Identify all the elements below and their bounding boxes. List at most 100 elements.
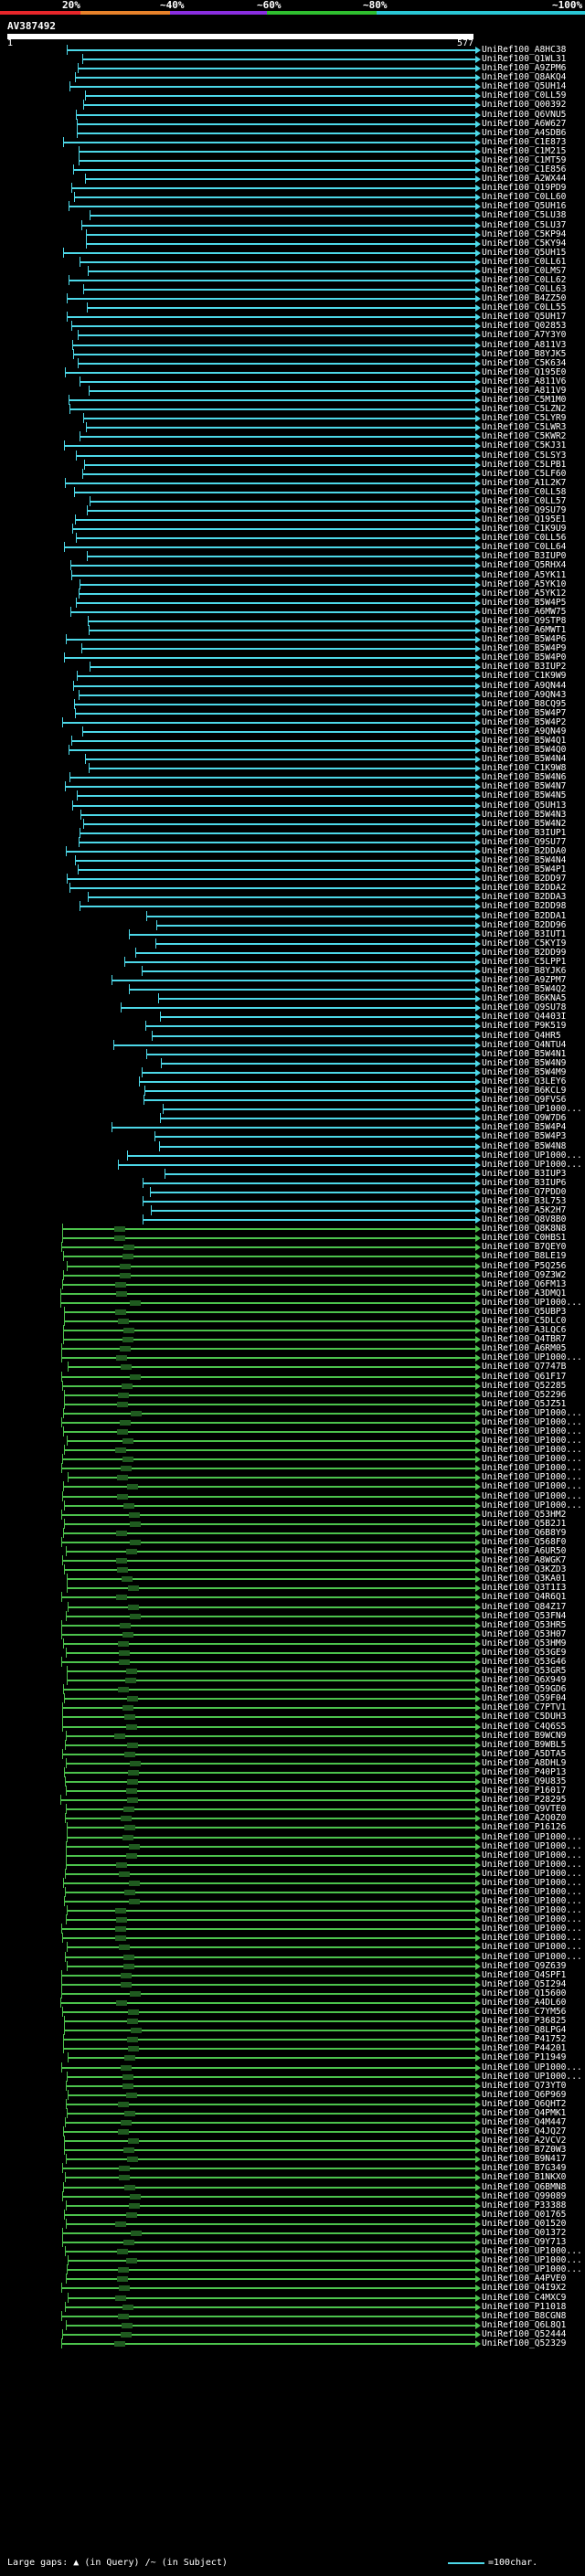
hit-label[interactable]: UniRef100_B5W4Q0 [482, 745, 567, 756]
hit-label[interactable]: UniRef100_P40P13 [482, 1766, 567, 1777]
hit-label[interactable]: UniRef100_A811V9 [482, 385, 567, 396]
hit-label[interactable]: UniRef100_Q53FN4 [482, 1610, 567, 1621]
hit-label[interactable]: UniRef100_UP1000... [482, 1352, 582, 1363]
hit-label[interactable]: UniRef100_UP1000... [482, 1933, 582, 1944]
hit-label[interactable]: UniRef100_C5K634 [482, 357, 567, 368]
hit-label[interactable]: UniRef100_UP1000... [482, 1416, 582, 1427]
hit-label[interactable]: UniRef100_B5W4P4 [482, 1122, 567, 1133]
hit-label[interactable]: UniRef100_A4PVE0 [482, 2274, 567, 2284]
hit-label[interactable]: UniRef100_Q15600 [482, 1988, 567, 1998]
hit-label[interactable]: UniRef100_P44201 [482, 2043, 567, 2054]
hit-label[interactable]: UniRef100_Q8AKQ4 [482, 72, 567, 83]
hit-label[interactable]: UniRef100_Q52444 [482, 2328, 567, 2339]
hit-label[interactable]: UniRef100_B3IUP0 [482, 551, 567, 562]
hit-label[interactable]: UniRef100_Q5RHX4 [482, 560, 567, 571]
hit-label[interactable]: UniRef100_Q9W7D6 [482, 1113, 567, 1124]
hit-label[interactable]: UniRef100_Q5UH17 [482, 312, 567, 323]
hit-label[interactable]: UniRef100_UP1000... [482, 1951, 582, 1962]
hit-label[interactable]: UniRef100_C5LWR3 [482, 422, 567, 433]
hit-label[interactable]: UniRef100_P16126 [482, 1822, 567, 1833]
hit-label[interactable]: UniRef100_UP1000... [482, 1942, 582, 1953]
hit-label[interactable]: UniRef100_C5LPB1 [482, 459, 567, 470]
hit-label[interactable]: UniRef100_Q7747B [482, 1362, 567, 1373]
hit-label[interactable]: UniRef100_B2DDA1 [482, 910, 567, 921]
hit-label[interactable]: UniRef100_P41752 [482, 2034, 567, 2045]
hit-label[interactable]: UniRef100_C0LL60 [482, 192, 567, 203]
hit-label[interactable]: UniRef100_B2DDA2 [482, 883, 567, 894]
hit-label[interactable]: UniRef100_Q4I9X2 [482, 2283, 567, 2294]
hit-label[interactable]: UniRef100_C0LL55 [482, 302, 567, 313]
hit-label[interactable]: UniRef100_B9WBL5 [482, 1739, 567, 1750]
hit-label[interactable]: UniRef100_Q4TBR7 [482, 1334, 567, 1345]
hit-label[interactable]: UniRef100_C5LSY3 [482, 450, 567, 461]
hit-label[interactable]: UniRef100_UP1000... [482, 1850, 582, 1860]
hit-label[interactable]: UniRef100_B3IUT1 [482, 928, 567, 939]
hit-label[interactable]: UniRef100_A811V3 [482, 339, 567, 350]
hit-label[interactable]: UniRef100_Q5UH14 [482, 81, 567, 92]
hit-label[interactable]: UniRef100_Q5B2J1 [482, 1518, 567, 1529]
hit-label[interactable]: UniRef100_P33388 [482, 2200, 567, 2210]
hit-label[interactable]: UniRef100_B8YJK6 [482, 966, 567, 976]
hit-label[interactable]: UniRef100_Q6FM13 [482, 1278, 567, 1289]
hit-label[interactable]: UniRef100_Q61F17 [482, 1371, 567, 1382]
hit-label[interactable]: UniRef100_Q4SPF1 [482, 1969, 567, 1980]
hit-label[interactable]: UniRef100_Q84Z17 [482, 1601, 567, 1612]
hit-label[interactable]: UniRef100_C4MXC9 [482, 2292, 567, 2303]
hit-label[interactable]: UniRef100_Q5JZ51 [482, 1398, 567, 1409]
hit-label[interactable]: UniRef100_Q00392 [482, 100, 567, 111]
hit-label[interactable]: UniRef100_A7Y3Y0 [482, 330, 567, 341]
hit-label[interactable]: UniRef100_UP1000... [482, 1859, 582, 1870]
hit-label[interactable]: UniRef100_B5W4P0 [482, 652, 567, 663]
hit-label[interactable]: UniRef100_A5DTA5 [482, 1748, 567, 1759]
hit-label[interactable]: UniRef100_A1L2K7 [482, 477, 567, 488]
hit-label[interactable]: UniRef100_C1MT59 [482, 154, 567, 165]
hit-label[interactable]: UniRef100_UP1000... [482, 1454, 582, 1465]
hit-label[interactable]: UniRef100_Q99089 [482, 2190, 567, 2201]
hit-label[interactable]: UniRef100_P5Q256 [482, 1260, 567, 1271]
hit-label[interactable]: UniRef100_Q52285 [482, 1380, 567, 1391]
hit-label[interactable]: UniRef100_Q6QHT2 [482, 2098, 567, 2109]
hit-label[interactable]: UniRef100_Q6B8Y9 [482, 1527, 567, 1538]
hit-label[interactable]: UniRef100_C5KYI9 [482, 938, 567, 949]
hit-label[interactable]: UniRef100_C5KP94 [482, 228, 567, 239]
hit-label[interactable]: UniRef100_B5W4P7 [482, 707, 567, 718]
hit-label[interactable]: UniRef100_B8LE19 [482, 1251, 567, 1262]
hit-label[interactable]: UniRef100_Q1WL31 [482, 54, 567, 65]
hit-label[interactable]: UniRef100_B2DDA0 [482, 845, 567, 856]
hit-label[interactable]: UniRef100_C1M215 [482, 145, 567, 156]
hit-label[interactable]: UniRef100_Q4JQ27 [482, 2126, 567, 2137]
hit-label[interactable]: UniRef100_B5W4P2 [482, 716, 567, 727]
hit-label[interactable]: UniRef100_B3IUP3 [482, 1168, 567, 1179]
hit-label[interactable]: UniRef100_UP1000... [482, 1150, 582, 1161]
hit-label[interactable]: UniRef100_UP1000... [482, 1445, 582, 1456]
hit-label[interactable]: UniRef100_Q8V8B0 [482, 1214, 567, 1225]
hit-label[interactable]: UniRef100_UP1000... [482, 2264, 582, 2275]
hit-label[interactable]: UniRef100_Q4M447 [482, 2117, 567, 2127]
hit-label[interactable]: UniRef100_C1K9W9 [482, 671, 567, 682]
hit-label[interactable]: UniRef100_C5KWR2 [482, 431, 567, 442]
hit-label[interactable]: UniRef100_A5YK12 [482, 588, 567, 599]
hit-label[interactable]: UniRef100_UP1000... [482, 1500, 582, 1511]
hit-label[interactable]: UniRef100_Q568F0 [482, 1536, 567, 1547]
hit-label[interactable]: UniRef100_C0LL62 [482, 275, 567, 285]
hit-label[interactable]: UniRef100_A2Q0Z0 [482, 1813, 567, 1824]
hit-label[interactable]: UniRef100_Q4NTU4 [482, 1039, 567, 1050]
hit-label[interactable]: UniRef100_B3IUP2 [482, 662, 567, 673]
hit-label[interactable]: UniRef100_B7Z0W3 [482, 2145, 567, 2156]
hit-label[interactable]: UniRef100_B5W4N3 [482, 809, 567, 820]
hit-label[interactable]: UniRef100_Q53GE9 [482, 1647, 567, 1658]
hit-label[interactable]: UniRef100_Q5UH16 [482, 201, 567, 212]
hit-label[interactable]: UniRef100_C0LMS7 [482, 265, 567, 276]
hit-label[interactable]: UniRef100_UP1000... [482, 1490, 582, 1501]
hit-label[interactable]: UniRef100_C0LL59 [482, 90, 567, 101]
hit-label[interactable]: UniRef100_C4Q6S5 [482, 1721, 567, 1732]
hit-label[interactable]: UniRef100_Q6P969 [482, 2089, 567, 2100]
hit-label[interactable]: UniRef100_C5LU37 [482, 219, 567, 230]
hit-label[interactable]: UniRef100_UP1000... [482, 1104, 582, 1115]
hit-label[interactable]: UniRef100_Q5I294 [482, 1978, 567, 1989]
hit-label[interactable]: UniRef100_B4ZZ50 [482, 293, 567, 304]
hit-label[interactable]: UniRef100_UP1000... [482, 1877, 582, 1888]
hit-label[interactable]: UniRef100_Q52296 [482, 1389, 567, 1400]
hit-label[interactable]: UniRef100_UP1000... [482, 1436, 582, 1447]
hit-label[interactable]: UniRef100_Q59F04 [482, 1693, 567, 1704]
